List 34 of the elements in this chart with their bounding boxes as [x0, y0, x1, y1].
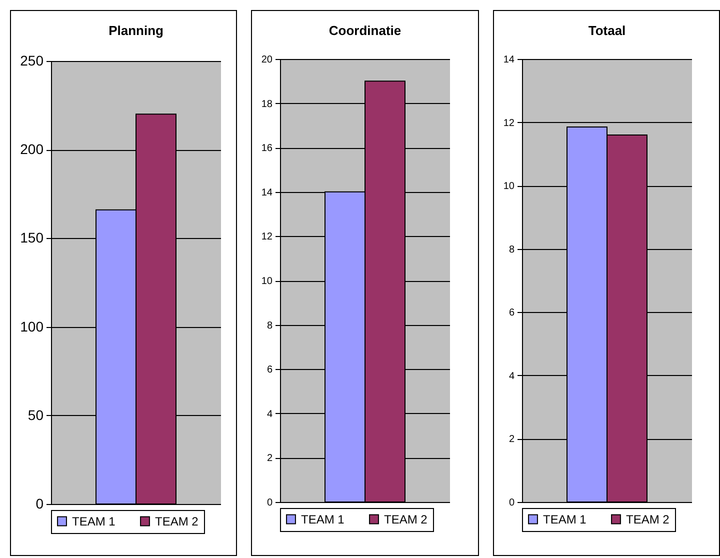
- chart-title: Totaal: [588, 23, 626, 38]
- y-tick-label: 6: [267, 364, 274, 376]
- legend-label: TEAM 2: [626, 512, 670, 526]
- y-tick-label: 4: [267, 408, 274, 420]
- y-tick-label: 4: [508, 370, 515, 382]
- y-tick-label: 16: [262, 143, 274, 154]
- y-tick-label: 6: [508, 308, 515, 319]
- y-tick-label: 0: [267, 498, 274, 508]
- y-tick-label: 12: [503, 118, 515, 129]
- legend-label: TEAM 2: [384, 512, 428, 526]
- y-tick-label: 0: [36, 496, 44, 512]
- y-tick-label: 2: [508, 434, 515, 446]
- legend-label: TEAM 2: [155, 514, 199, 528]
- y-tick-label: 10: [503, 181, 515, 192]
- legend-label: TEAM 1: [542, 512, 586, 526]
- y-tick-label: 100: [20, 318, 44, 334]
- y-tick-label: 8: [508, 244, 515, 256]
- chart-title: Coordinatie: [329, 23, 402, 38]
- y-tick-label: 200: [20, 141, 44, 158]
- legend-label: TEAM 1: [301, 512, 345, 526]
- y-tick-label: 14: [262, 187, 274, 198]
- y-tick-label: 12: [262, 232, 274, 243]
- y-tick-label: 18: [262, 98, 274, 110]
- legend-label: TEAM 1: [72, 514, 116, 528]
- chart-title: Planning: [108, 23, 164, 38]
- y-tick-label: 250: [20, 52, 44, 68]
- y-tick-label: 14: [503, 54, 515, 66]
- y-tick-label: 2: [267, 453, 274, 464]
- y-tick-label: 8: [267, 320, 274, 332]
- y-tick-label: 10: [262, 276, 274, 287]
- y-tick-label: 150: [20, 230, 44, 246]
- y-tick-label: 20: [262, 54, 274, 66]
- y-tick-label: 50: [28, 406, 44, 423]
- y-tick-label: 0: [508, 498, 515, 508]
